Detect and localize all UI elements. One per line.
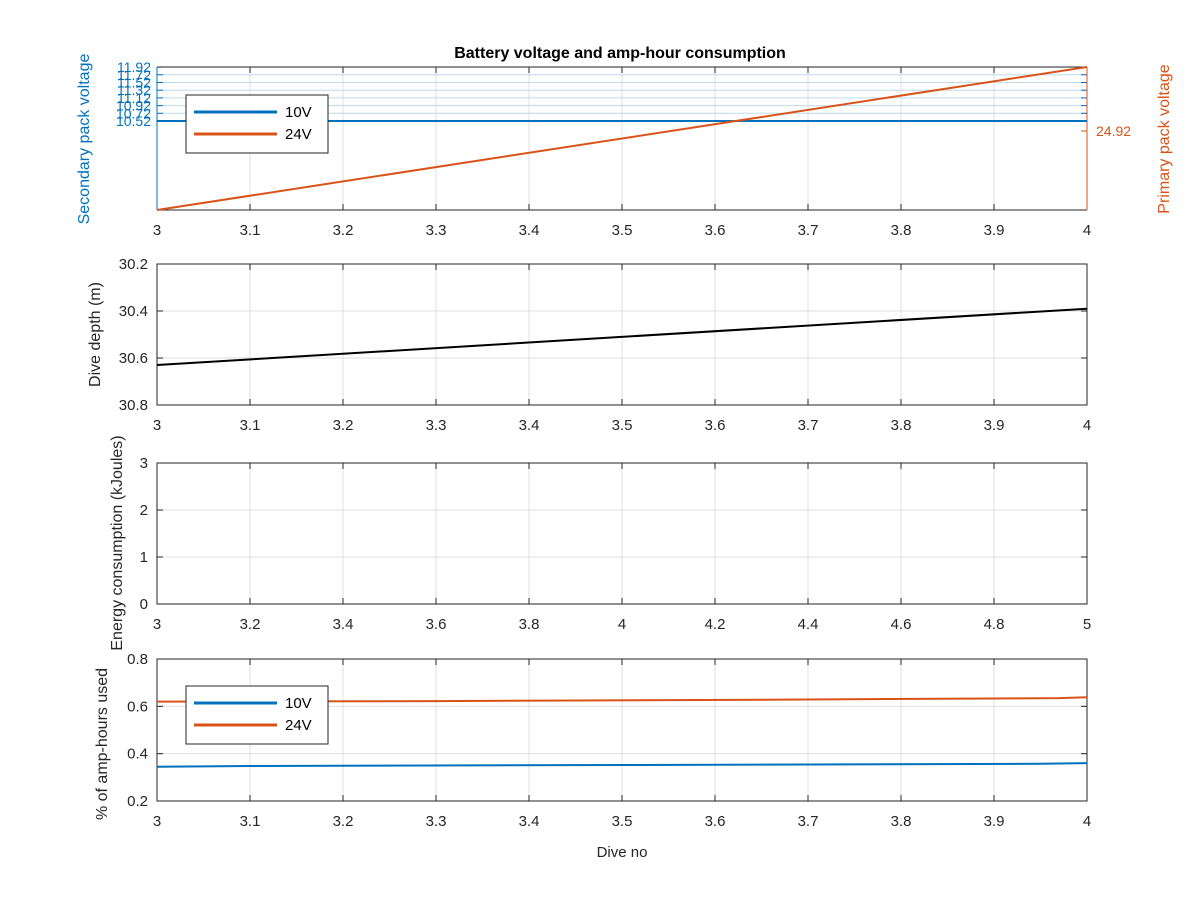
y-tick-label: 1 (140, 549, 148, 566)
axes-box (156, 263, 1088, 406)
axes-box (156, 462, 1088, 605)
x-tick-label: 3.4 (519, 813, 540, 830)
y-axis-label: Dive depth (m) (87, 282, 104, 387)
x-tick-label: 3 (153, 417, 161, 434)
y-axis-label-left: Secondary pack voltage (76, 54, 93, 225)
x-tick-label: 4.8 (984, 616, 1005, 633)
y-tick-label-left: 11.52 (117, 75, 151, 91)
y-axis-label: Energy consumption (kJoules) (109, 435, 126, 650)
y-tick-label-left: 11.72 (117, 67, 151, 83)
y-tick-label-left: 10.92 (116, 98, 151, 114)
axes-box (156, 658, 1088, 802)
legend-label-10v: 10V (285, 695, 312, 712)
figure-title: Battery voltage and amp-hour consumption (454, 45, 786, 62)
x-tick-label: 3.8 (519, 616, 540, 633)
x-tick-label: 3.3 (426, 417, 447, 434)
y-tick-label: 3 (140, 455, 148, 472)
x-tick-label: 3.8 (891, 813, 912, 830)
x-tick-label: 3.5 (612, 222, 633, 239)
x-tick-label: 3.3 (426, 222, 447, 239)
x-tick-label: 3.9 (984, 813, 1005, 830)
x-tick-label: 3.8 (891, 417, 912, 434)
y-axis-label: % of amp-hours used (94, 668, 111, 820)
y-tick-label: 2 (140, 502, 148, 519)
x-tick-label: 3 (153, 222, 161, 239)
y-tick-label: 30.2 (119, 256, 148, 273)
x-tick-label: 3.1 (240, 417, 261, 434)
x-tick-label: 3.6 (705, 222, 726, 239)
legend-box (185, 685, 329, 745)
x-tick-label: 4.2 (705, 616, 726, 633)
x-tick-label: 3.8 (891, 222, 912, 239)
x-tick-label: 3.4 (519, 417, 540, 434)
x-tick-label: 3.2 (240, 616, 261, 633)
subplot-4: 3 3.1 3.2 3.3 3.4 3.5 3.6 3.7 3.8 3.9 4 0.2 0.4 0.6 0.… (94, 651, 1091, 861)
x-tick-label: 3.9 (984, 417, 1005, 434)
x-tick-label: 4.6 (891, 616, 912, 633)
legend-label-24v: 24V (285, 717, 312, 734)
x-tick-label: 3.2 (333, 813, 354, 830)
series-line (156, 307, 1088, 366)
y-tick-label-right: 24.92 (1096, 123, 1131, 139)
x-tick-label: 3.3 (426, 813, 447, 830)
y-tick-label: 0.6 (127, 698, 148, 715)
x-tick-label: 4 (1083, 222, 1091, 239)
x-tick-label: 3.4 (519, 222, 540, 239)
subplot-3: 3 3.2 3.4 3.6 3.8 4 4.2 4.4 4.6 4.8 5 0 1 2 3 Energy co… (109, 435, 1091, 650)
series-10v-line (156, 762, 1088, 768)
x-tick-label: 3.2 (333, 417, 354, 434)
y-tick-label-left: 10.72 (116, 105, 151, 121)
x-tick-label: 3.1 (240, 813, 261, 830)
y-tick-label-left: 10.52 (116, 113, 151, 129)
legend-label-24v: 24V (285, 126, 312, 143)
x-axis-label: Dive no (597, 844, 648, 861)
y-axis-label-right: Primary pack voltage (1156, 64, 1173, 213)
x-tick-label: 3.2 (333, 222, 354, 239)
series-24v-line (156, 66, 1088, 211)
x-tick-label: 3.6 (426, 616, 447, 633)
x-tick-label: 3.1 (240, 222, 261, 239)
legend-box (185, 94, 329, 154)
y-tick-label: 0.8 (127, 651, 148, 668)
x-tick-label: 3.7 (798, 813, 819, 830)
y-tick-label: 30.6 (119, 350, 148, 367)
y-tick-label: 0.2 (127, 793, 148, 810)
x-tick-label: 4.4 (798, 616, 819, 633)
y-tick-label: 30.8 (119, 397, 148, 414)
y-tick-label-left: 11.32 (117, 82, 151, 98)
x-tick-label: 3.7 (798, 417, 819, 434)
subplot-1: 3 3.1 3.2 3.3 3.4 3.5 3.6 3.7 3.8 3.9 410.5210.721… (76, 54, 1173, 239)
y-tick-label-left: 11.12 (117, 90, 151, 106)
y-tick-label: 0.4 (127, 746, 148, 763)
x-tick-label: 4 (618, 616, 626, 633)
x-tick-label: 3 (153, 616, 161, 633)
x-tick-label: 3.7 (798, 222, 819, 239)
legend-label-10v: 10V (285, 104, 312, 121)
x-tick-label: 3 (153, 813, 161, 830)
x-tick-label: 5 (1083, 616, 1091, 633)
x-tick-label: 3.6 (705, 813, 726, 830)
x-tick-label: 3.5 (612, 813, 633, 830)
x-tick-label: 3.9 (984, 222, 1005, 239)
x-tick-label: 3.6 (705, 417, 726, 434)
y-tick-label: 30.4 (119, 303, 148, 320)
plots: 3 3.1 3.2 3.3 3.4 3.5 3.6 3.7 3.8 3.9 410.5210.721… (76, 54, 1173, 861)
y-tick-label: 0 (140, 596, 148, 613)
y-tick-label-left: 11.92 (117, 59, 151, 75)
x-tick-label: 3.4 (333, 616, 354, 633)
x-tick-label: 3.5 (612, 417, 633, 434)
x-tick-label: 4 (1083, 417, 1091, 434)
subplot-2: 3 3.1 3.2 3.3 3.4 3.5 3.6 3.7 3.8 3.9 4 30.2 30.4 30.… (87, 256, 1091, 434)
series-24v-line (156, 696, 1088, 703)
x-tick-label: 4 (1083, 813, 1091, 830)
